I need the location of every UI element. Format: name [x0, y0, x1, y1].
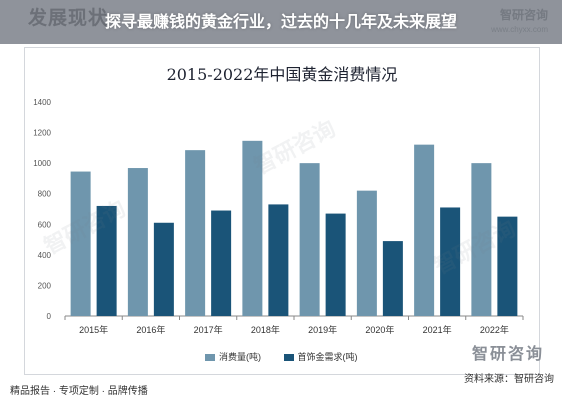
footer-source: 资料来源：智研咨询 [464, 374, 554, 385]
chart-legend: 消费量(吨) 首饰金需求(吨) [205, 350, 378, 363]
bar-consumption [471, 163, 492, 316]
bar-consumption [70, 171, 91, 316]
header-logo: 智研咨询 [499, 8, 548, 22]
bar-jewelry [382, 241, 403, 316]
bar-jewelry [497, 216, 518, 316]
x-tick-label: 2021年 [423, 324, 452, 335]
x-tick-label: 2020年 [365, 324, 394, 335]
bar-jewelry [268, 204, 289, 316]
bar-consumption [185, 150, 206, 316]
y-tick-label: 600 [38, 220, 52, 229]
legend-label-consumption: 消费量(吨) [219, 352, 261, 362]
y-tick-label: 1000 [33, 159, 51, 168]
legend-swatch-jewelry [283, 354, 294, 362]
bar-consumption [127, 168, 148, 316]
bar-consumption [299, 163, 320, 316]
legend-item-consumption: 消费量(吨) [205, 350, 261, 363]
y-tick-label: 800 [38, 190, 52, 199]
legend-swatch-consumption [205, 354, 215, 362]
footer-brand-logo: 智研咨询 [471, 346, 544, 363]
chart-card: 2015-2022年中国黄金消费情况 0 200 400 600 800 1000 1200… [24, 47, 540, 375]
top-banner: 发展现状 智研咨询 www.chyxx.com [0, 0, 562, 44]
x-tick-label: 2018年 [251, 324, 280, 335]
y-tick-label: 400 [38, 251, 52, 260]
bar-jewelry [325, 213, 346, 316]
x-tick-label: 2022年 [480, 324, 509, 335]
y-tick-label: 0 [47, 312, 52, 321]
bar-consumption [414, 144, 435, 316]
x-tick-label: 2016年 [136, 324, 165, 335]
bar-jewelry [211, 210, 232, 316]
header-url: www.chyxx.com [491, 25, 548, 34]
bar-chart: 0 200 400 600 800 1000 1200 1400 2015年 2016年 2017年… [33, 98, 524, 335]
y-tick-label: 200 [38, 281, 52, 290]
y-tick-label: 1400 [33, 98, 51, 107]
bar-jewelry [96, 205, 117, 316]
bar-jewelry [440, 207, 461, 316]
x-tick-label: 2015年 [79, 324, 108, 335]
bar-consumption [242, 140, 263, 316]
chart-title: 2015-2022年中国黄金消费情况 [166, 65, 398, 84]
x-tick-label: 2017年 [194, 324, 223, 335]
bar-consumption [356, 190, 377, 316]
legend-item-jewelry: 首饰金需求(吨) [283, 350, 358, 363]
bar-jewelry [153, 222, 174, 316]
page-headline: 探寻最赚钱的黄金行业，过去的十几年及未来展望 [104, 14, 457, 31]
section-title: 发展现状 [28, 7, 109, 29]
y-tick-label: 1200 [33, 129, 51, 138]
legend-label-jewelry: 首饰金需求(吨) [297, 352, 358, 362]
x-tick-label: 2019年 [308, 324, 337, 335]
footer-tagline: 精品报告 · 专项定制 · 品牌传播 [10, 386, 148, 397]
